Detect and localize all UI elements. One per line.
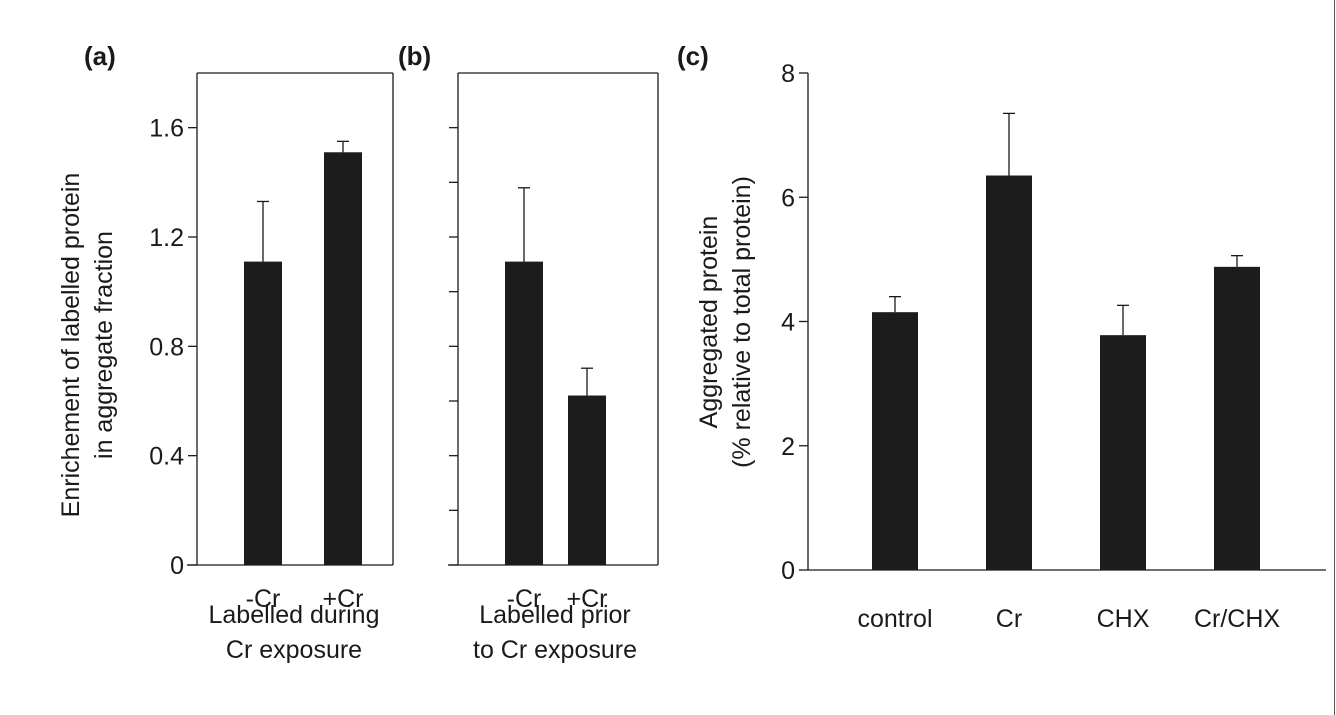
panel-a-y-axis-label: Enrichement of labelled protein in aggre… [57, 173, 118, 518]
panel-c-category-label-4: Cr/CHX [1194, 605, 1280, 633]
panel-a-bar-2 [324, 152, 362, 565]
panel-label-a: (a) [84, 41, 116, 71]
panel-a-x-axis-label-line-1: Labelled during [209, 601, 380, 629]
panel-a-x-axis-label-line-2: Cr exposure [226, 636, 362, 664]
panel-b-category-label-1: -Cr [507, 585, 542, 613]
panel-a-y-tick-label: 0.8 [149, 333, 184, 361]
panel-c-bar-1 [872, 312, 918, 570]
panel-b-x-axis-label-line-1: Labelled prior [479, 601, 631, 629]
panel-a: (a) Enrichement of labelled protein in a… [57, 41, 394, 664]
panel-label-c: (c) [677, 41, 709, 71]
panel-b-x-axis-label-line-2: to Cr exposure [473, 636, 637, 664]
panel-c-y-axis-label-line-1: Aggregated protein [695, 216, 723, 429]
panel-a-y-axis-label-line-1: Enrichement of labelled protein [57, 173, 85, 518]
panel-c-y-axis-label-line-2: (% relative to total protein) [728, 176, 756, 468]
panel-c-bar-4 [1214, 266, 1260, 570]
panel-a-y-axis-label-line-2: in aggregate fraction [90, 231, 118, 459]
panel-a-bar-1 [244, 261, 282, 565]
panel-c-y-tick-label: 2 [781, 433, 795, 461]
panel-a-y-tick-label: 1.2 [149, 224, 184, 252]
panel-b-bar-1 [505, 261, 543, 565]
panel-b: (b) -Cr +Cr Labelled prior to Cr exposure [398, 41, 659, 664]
panel-a-y-tick-label: 1.6 [149, 115, 184, 143]
panel-b-category-label-2: +Cr [567, 585, 608, 613]
panel-a-y-tick-label: 0 [170, 552, 184, 580]
panel-label-b: (b) [398, 41, 431, 71]
panel-c-y-tick-label: 4 [781, 309, 795, 337]
panel-c-bar-2 [986, 175, 1032, 570]
panel-b-bar-2 [568, 395, 606, 565]
panel-a-y-tick-label: 0.4 [149, 443, 184, 471]
panel-c-y-tick-label: 6 [781, 184, 795, 212]
panel-c: (c) Aggregated protein (% relative to to… [677, 41, 1326, 633]
panel-c-category-label-3: CHX [1097, 605, 1150, 633]
panel-a-category-label-2: +Cr [323, 585, 364, 613]
panel-b-plot-area: -Cr +Cr [448, 72, 659, 613]
panel-c-category-label-1: control [857, 605, 932, 633]
panel-a-category-label-1: -Cr [246, 585, 281, 613]
panel-c-bar-3 [1100, 335, 1146, 570]
panel-c-y-tick-label: 0 [781, 557, 795, 585]
panel-a-plot-area: 0 0.4 0.8 1.2 1.6 -Cr +Cr [149, 72, 394, 613]
panel-c-y-axis-label: Aggregated protein (% relative to total … [695, 176, 756, 468]
panel-c-plot-area: 0 2 4 6 8 control Cr CHX Cr/CHX [781, 60, 1326, 633]
panel-c-y-tick-label: 8 [781, 60, 795, 88]
panel-c-category-label-2: Cr [996, 605, 1022, 633]
